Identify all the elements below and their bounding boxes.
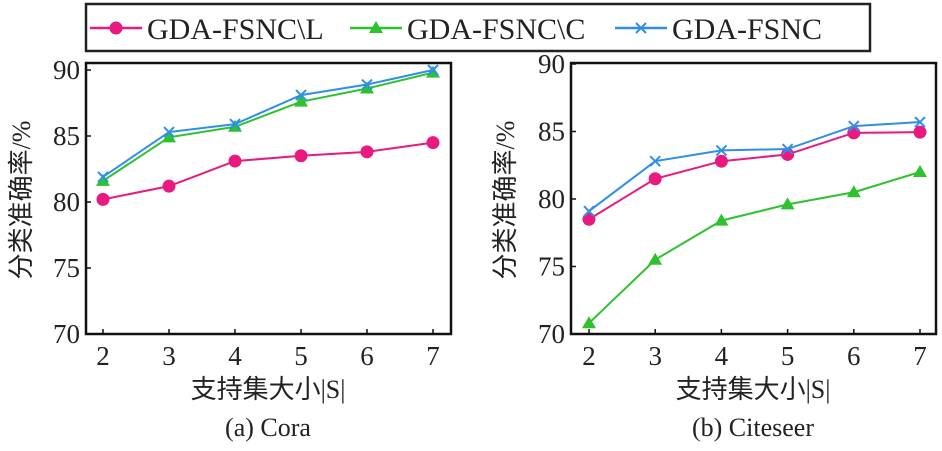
y-tick-label: 85 — [53, 121, 80, 151]
series — [582, 165, 927, 329]
y-tick-label: 90 — [53, 55, 80, 85]
data-point — [714, 154, 728, 168]
x-tick-label: 7 — [913, 341, 927, 371]
data-point — [96, 192, 110, 206]
y-tick-label: 70 — [538, 319, 565, 349]
series-line — [102, 71, 434, 182]
series-line — [102, 69, 434, 178]
series-line — [588, 131, 921, 221]
data-point — [781, 143, 794, 155]
data-point — [361, 78, 373, 91]
data-point — [360, 81, 374, 94]
data-point — [163, 126, 175, 138]
series — [96, 65, 440, 186]
data-point — [97, 171, 109, 183]
legend-label: GDA-FSNC — [672, 13, 822, 46]
legend-entry: GDA-FSNC\C — [350, 13, 585, 46]
data-point — [582, 212, 596, 226]
x-tick-label: 7 — [426, 341, 440, 371]
y-tick-label: 80 — [538, 184, 565, 214]
data-point — [360, 145, 374, 159]
x-tick-label: 2 — [582, 341, 596, 371]
x-tick-label: 4 — [228, 341, 242, 371]
x-tick-label: 3 — [648, 341, 662, 371]
x-tick-label: 2 — [96, 341, 110, 371]
y-tick-label: 75 — [538, 252, 565, 282]
data-point — [848, 120, 860, 132]
data-point — [714, 213, 729, 226]
chart-panel-b: 70 75 80 85 90 2 3 4 5 6 7 支持集大小|S| (b) Citeseer 分类准确… — [491, 49, 938, 442]
data-point — [427, 64, 439, 76]
data-point — [96, 173, 110, 186]
data-point — [913, 125, 927, 139]
x-tick-label: 6 — [360, 341, 374, 371]
data-point — [914, 116, 926, 128]
legend-marker-triangle — [369, 21, 383, 33]
series — [96, 136, 440, 206]
y-tick-label: 75 — [53, 253, 80, 283]
data-point — [913, 165, 927, 177]
data-point — [846, 185, 861, 198]
data-point — [294, 94, 308, 107]
y-tick-label: 80 — [53, 187, 80, 217]
legend-label: GDA-FSNC\L — [147, 13, 324, 46]
data-point — [229, 118, 241, 130]
data-point — [294, 149, 308, 163]
data-point — [582, 316, 596, 329]
legend-box — [84, 2, 872, 53]
legend-entry: GDA-FSNC\L — [90, 13, 324, 46]
legend-marker-circle — [109, 21, 123, 35]
legend: GDA-FSNC\L GDA-FSNC\C GDA-FSNC — [84, 2, 872, 53]
panel-caption: (b) Citeseer — [692, 413, 814, 442]
y-tick-label: 90 — [538, 49, 565, 79]
legend-entry: GDA-FSNC — [615, 13, 822, 46]
data-point — [228, 154, 242, 168]
data-point — [426, 136, 440, 150]
data-point — [715, 144, 728, 157]
series-line — [588, 121, 921, 212]
x-tick-label: 4 — [715, 341, 729, 371]
data-point — [648, 252, 663, 265]
plot-area — [84, 61, 453, 336]
series — [97, 64, 439, 183]
panel-caption: (a) Cora — [225, 413, 311, 442]
x-axis-label: 支持集大小|S| — [191, 375, 346, 404]
x-tick-label: 5 — [781, 341, 795, 371]
series — [582, 125, 927, 226]
y-tick-label: 85 — [538, 117, 565, 147]
data-point — [162, 179, 176, 193]
y-axis-label: 分类准确率/% — [7, 121, 36, 280]
legend-marker-x — [635, 22, 647, 34]
y-axis-label: 分类准确率/% — [491, 121, 520, 280]
data-point — [649, 155, 661, 167]
x-tick-label: 3 — [162, 341, 176, 371]
chart-panel-a: 70 75 80 85 90 2 3 4 5 6 7 支持集大小|S| (a) Cora 分类准确率/% — [7, 55, 453, 442]
legend-label: GDA-FSNC\C — [407, 13, 585, 46]
series — [583, 116, 926, 217]
plot-area — [569, 61, 938, 336]
series-line — [588, 171, 921, 324]
y-tick-label: 70 — [53, 319, 80, 349]
x-tick-label: 6 — [847, 341, 861, 371]
series-line — [102, 141, 434, 201]
x-tick-label: 5 — [294, 341, 308, 371]
data-point — [583, 205, 595, 217]
data-point — [162, 130, 176, 143]
x-axis-label: 支持集大小|S| — [676, 375, 831, 404]
data-point — [648, 172, 662, 186]
data-point — [780, 197, 795, 210]
data-point — [295, 89, 307, 101]
